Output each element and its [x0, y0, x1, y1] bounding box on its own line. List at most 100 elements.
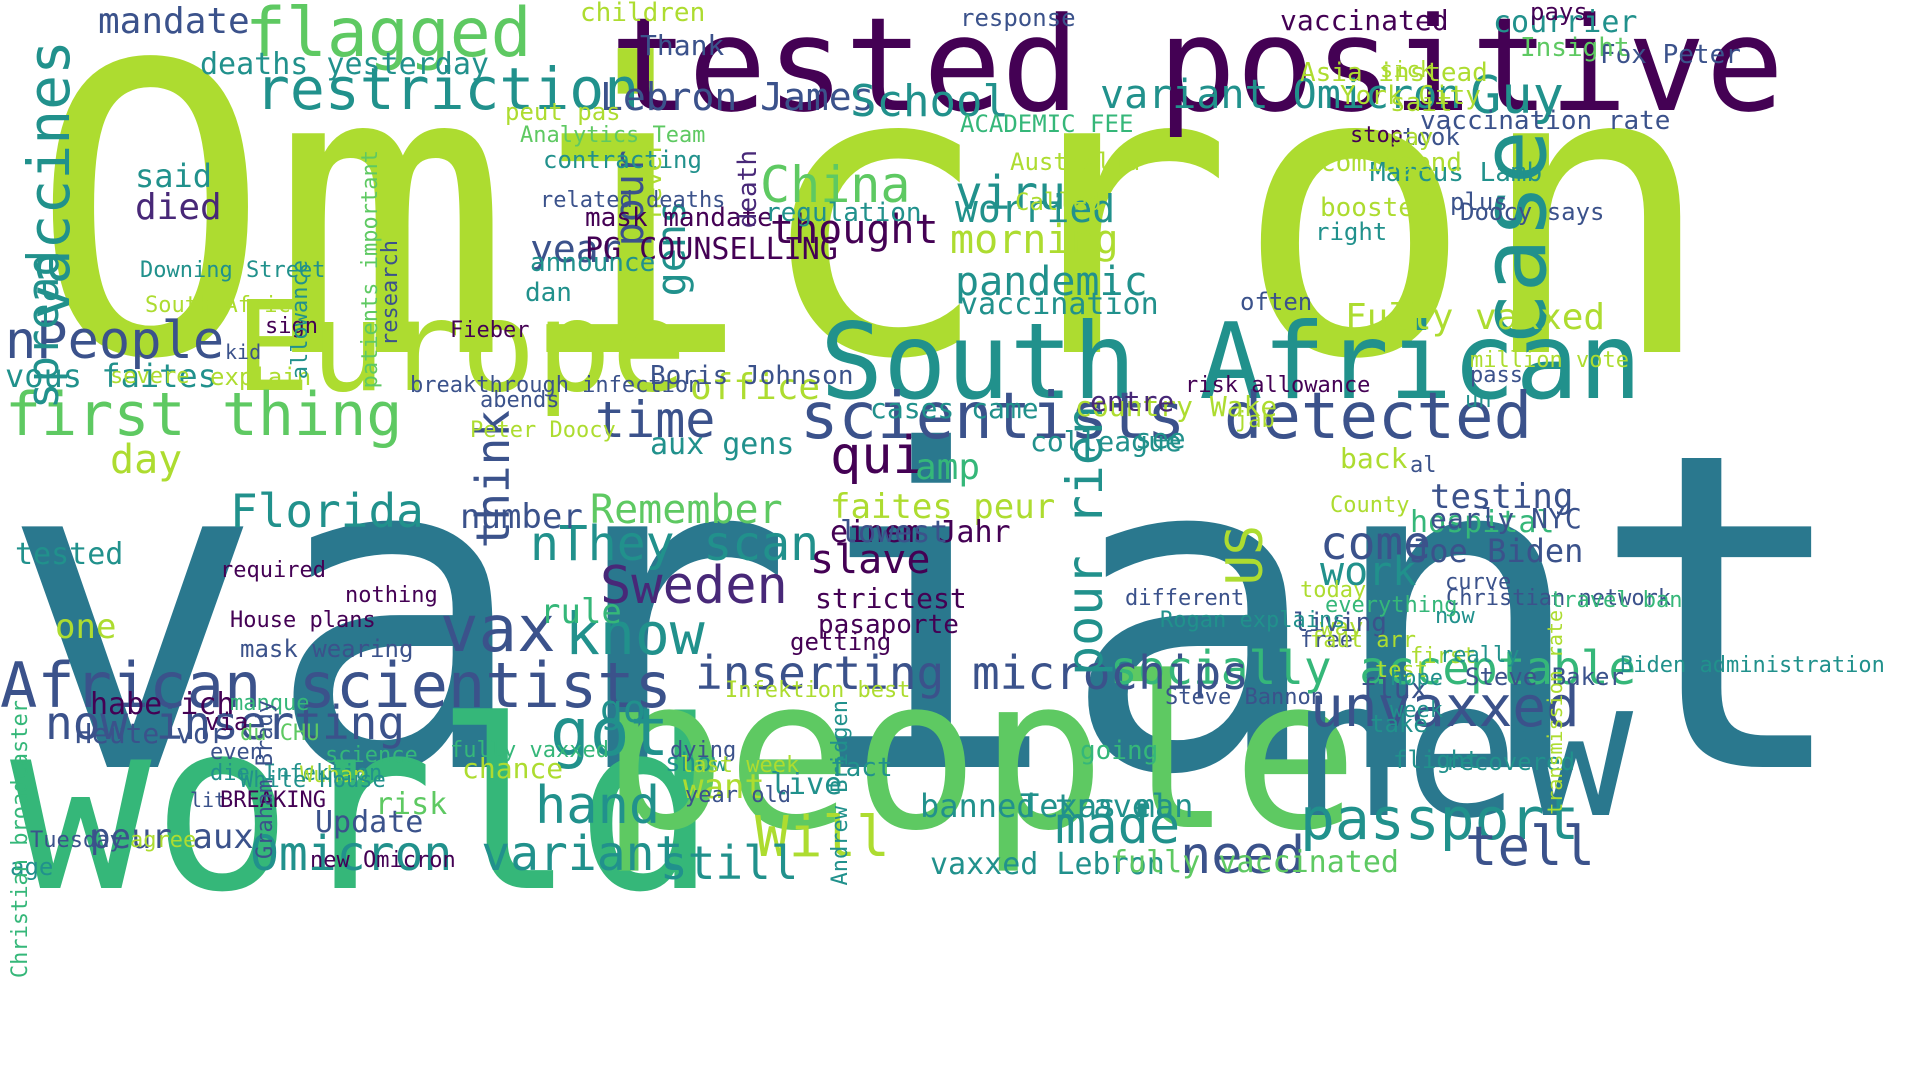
- word-einem-jahr: einem Jahr: [830, 515, 1011, 550]
- word-vaccinated: vaccinated: [1280, 4, 1449, 37]
- word-fully-vaxxed: fully vaxxed: [450, 738, 609, 763]
- word-un: un: [1465, 388, 1492, 413]
- word-banned-travel: banned travel: [920, 787, 1171, 825]
- word-florida: Florida: [230, 484, 424, 538]
- word-abends: abends: [480, 388, 560, 413]
- word-still: still: [660, 836, 799, 890]
- word-booster: booster: [1320, 193, 1430, 223]
- word-severe: severe: [110, 364, 190, 389]
- word-worried: worried: [955, 187, 1116, 231]
- word-year-old: year old: [685, 783, 791, 808]
- word-house-plans: House plans: [230, 608, 376, 633]
- word-york-city: York City: [1340, 81, 1481, 111]
- word-fact: fact: [830, 753, 893, 783]
- word-wuhan: Wuhan: [300, 763, 367, 788]
- word-test: test: [1375, 658, 1428, 683]
- word-dying: dying: [670, 738, 737, 763]
- word-early-nyc: early NYC: [1430, 502, 1582, 535]
- word-analytics-team: Analytics Team: [520, 123, 706, 148]
- word-everything: everything: [1325, 593, 1458, 618]
- word-free: free: [1300, 628, 1353, 653]
- word-infektion-best: Infektion best: [725, 678, 911, 703]
- word-pandemic: pandemic: [955, 259, 1148, 305]
- word-peur-aux: peur aux: [90, 817, 254, 857]
- word-office: office: [690, 367, 821, 408]
- word-school: School: [850, 76, 1009, 127]
- word-explain: explain: [210, 363, 312, 391]
- word-lowest: lowest: [840, 515, 949, 550]
- word-fully-vaxxed: Fully vaxxed: [1345, 297, 1606, 338]
- word-tested: tested: [15, 537, 124, 572]
- word-flagged: flagged: [245, 0, 532, 73]
- word-marcus-lamb: Marcus Lamb: [1370, 158, 1543, 188]
- word-faites-peur: faites peur: [830, 487, 1056, 527]
- word-vax: vax: [440, 593, 556, 667]
- word-science: science: [325, 743, 418, 768]
- word-peut-pas: peut pas: [505, 98, 621, 126]
- word-related-deaths: related deaths: [540, 188, 726, 213]
- word-hope: hope: [1390, 666, 1443, 691]
- word-breaking: BREAKING: [220, 788, 326, 813]
- word-boris-johnson: Boris Johnson: [650, 361, 854, 391]
- word-viru: viru: [955, 166, 1066, 220]
- word-rule: rule: [540, 592, 622, 632]
- word-required: required: [220, 558, 326, 583]
- word-mask-wearing: mask wearing: [240, 635, 414, 663]
- word-say: say: [1390, 123, 1434, 151]
- word-really: really: [1440, 643, 1520, 668]
- word-christian-network: Christian network: [1446, 586, 1672, 611]
- word-restriction: restriction: [255, 55, 640, 123]
- word-live: live: [770, 767, 843, 802]
- word-tested-positive: tested positive: [610, 0, 1784, 141]
- word-death: death: [733, 150, 763, 229]
- word-variant-omicron: variant Omicron: [1100, 72, 1462, 118]
- word-amp: amp: [915, 447, 981, 488]
- word-dan: dan: [525, 278, 572, 308]
- word-often: often: [1240, 288, 1313, 316]
- word-got: got: [550, 694, 670, 771]
- word-right: right: [1315, 218, 1388, 246]
- word-going: going: [1080, 736, 1159, 766]
- word-million-vote: million vote: [1470, 348, 1629, 373]
- word-entre: entre: [1090, 385, 1175, 418]
- word-lebron-james: Lebron James: [600, 75, 875, 119]
- word-morning: morning: [950, 217, 1119, 263]
- word-kid: kid: [225, 340, 262, 364]
- word-cases-came: cases came: [870, 392, 1039, 425]
- word-made: made: [1055, 796, 1181, 856]
- word-mandate: mandate: [98, 1, 250, 42]
- word-socially-acceptable: socially acceptable: [1110, 641, 1637, 695]
- word-andrew-bridgen: Andrew Bridgen: [828, 700, 853, 886]
- word-strictest: strictest: [815, 582, 967, 615]
- word-county: County: [1330, 493, 1410, 518]
- word-last-week: last week: [680, 753, 800, 778]
- word-vaccination: vaccination: [960, 287, 1159, 322]
- word-day: day: [110, 437, 183, 483]
- word-sweden: Sweden: [600, 556, 788, 616]
- word-colleague: colleague: [1030, 425, 1182, 458]
- word-called: Called: [1015, 188, 1102, 216]
- word-pasaporte: pasaporte: [818, 610, 959, 640]
- word-different: different: [1125, 586, 1245, 611]
- word-research: research: [378, 240, 403, 346]
- word-patients-important: patients important: [358, 150, 383, 389]
- word-sick: sick: [1380, 58, 1433, 83]
- word-will: Will: [755, 805, 890, 870]
- word-white-house: White House: [240, 768, 386, 793]
- word-children: children: [580, 0, 706, 28]
- word-even: even: [210, 740, 263, 765]
- word-new-omicron: new Omicron: [310, 848, 456, 873]
- word-variant: variant: [0, 359, 1855, 871]
- word-australia: Australia: [1010, 148, 1141, 176]
- word-first: first: [1410, 644, 1477, 669]
- word-update: Update: [315, 805, 424, 840]
- word-tell: tell: [1465, 815, 1596, 878]
- word-joe-biden: Joe Biden: [1410, 532, 1584, 570]
- word-one: one: [55, 607, 117, 647]
- word-fieber: Fieber: [450, 318, 530, 343]
- word-south-africa: South Africa: [145, 293, 304, 318]
- word-us: US: [1216, 525, 1274, 586]
- word-week: week: [1390, 698, 1443, 723]
- word-remember: Remember: [590, 487, 783, 533]
